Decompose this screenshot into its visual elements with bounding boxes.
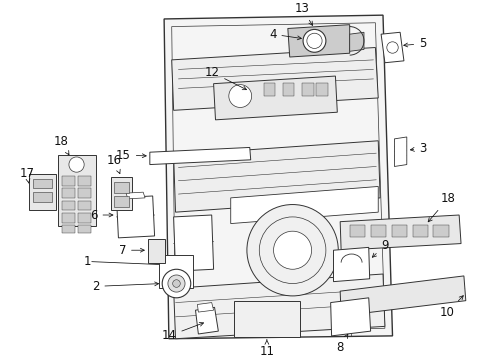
Polygon shape <box>196 307 219 334</box>
Text: 4: 4 <box>269 28 301 41</box>
Circle shape <box>273 231 312 269</box>
Text: 3: 3 <box>411 142 426 155</box>
Bar <box>57 155 96 226</box>
Circle shape <box>168 275 185 292</box>
Bar <box>33 192 52 202</box>
Circle shape <box>387 42 398 53</box>
Bar <box>114 182 129 193</box>
Polygon shape <box>350 32 364 51</box>
Circle shape <box>229 85 252 108</box>
Polygon shape <box>288 25 350 57</box>
Text: 15: 15 <box>116 149 146 162</box>
Bar <box>33 179 52 188</box>
Circle shape <box>69 157 84 172</box>
Text: 10: 10 <box>440 296 463 319</box>
Bar <box>350 225 365 237</box>
Circle shape <box>259 217 326 284</box>
Text: 11: 11 <box>259 340 274 359</box>
Circle shape <box>162 269 191 298</box>
Polygon shape <box>173 274 385 339</box>
Bar <box>434 225 449 237</box>
Text: 9: 9 <box>372 239 389 257</box>
Text: 6: 6 <box>90 208 113 221</box>
Bar <box>62 201 74 210</box>
Bar <box>148 239 165 262</box>
Bar <box>370 225 386 237</box>
Polygon shape <box>197 302 214 312</box>
Polygon shape <box>340 276 466 316</box>
Text: 1: 1 <box>83 255 91 268</box>
Text: 2: 2 <box>92 280 159 293</box>
Circle shape <box>307 33 322 49</box>
Bar <box>264 83 275 96</box>
Bar <box>62 188 74 198</box>
Text: 5: 5 <box>404 37 426 50</box>
Circle shape <box>172 280 180 287</box>
Polygon shape <box>340 215 461 250</box>
Text: 18: 18 <box>54 135 69 155</box>
Polygon shape <box>126 192 145 199</box>
Text: 17: 17 <box>20 167 34 183</box>
Bar <box>392 225 407 237</box>
Bar <box>302 83 314 96</box>
Polygon shape <box>172 48 378 110</box>
Bar <box>111 177 132 210</box>
Text: 12: 12 <box>204 66 246 90</box>
Polygon shape <box>173 215 214 271</box>
Polygon shape <box>173 141 380 212</box>
Bar <box>78 188 91 198</box>
Bar <box>78 225 91 233</box>
Bar <box>317 83 328 96</box>
Text: 7: 7 <box>119 244 144 257</box>
Text: 14: 14 <box>162 323 203 342</box>
Bar <box>29 174 55 210</box>
Polygon shape <box>150 148 251 165</box>
Bar <box>62 225 74 233</box>
Bar <box>78 176 91 185</box>
Bar <box>62 213 74 222</box>
Polygon shape <box>214 76 337 120</box>
Bar <box>283 83 294 96</box>
Text: 8: 8 <box>337 334 348 354</box>
Bar <box>114 196 129 207</box>
Text: 16: 16 <box>107 154 122 174</box>
Polygon shape <box>117 196 154 238</box>
Text: 13: 13 <box>294 2 313 26</box>
Bar <box>159 255 193 288</box>
Bar <box>78 213 91 222</box>
Bar <box>413 225 428 237</box>
Polygon shape <box>331 298 370 336</box>
Polygon shape <box>381 32 404 63</box>
Polygon shape <box>334 247 369 282</box>
Circle shape <box>303 30 326 52</box>
Polygon shape <box>164 15 392 339</box>
Polygon shape <box>394 137 407 166</box>
Bar <box>78 201 91 210</box>
Polygon shape <box>231 186 378 224</box>
Bar <box>62 176 74 185</box>
Text: 18: 18 <box>428 193 455 222</box>
Circle shape <box>247 204 338 296</box>
Bar <box>234 301 300 337</box>
